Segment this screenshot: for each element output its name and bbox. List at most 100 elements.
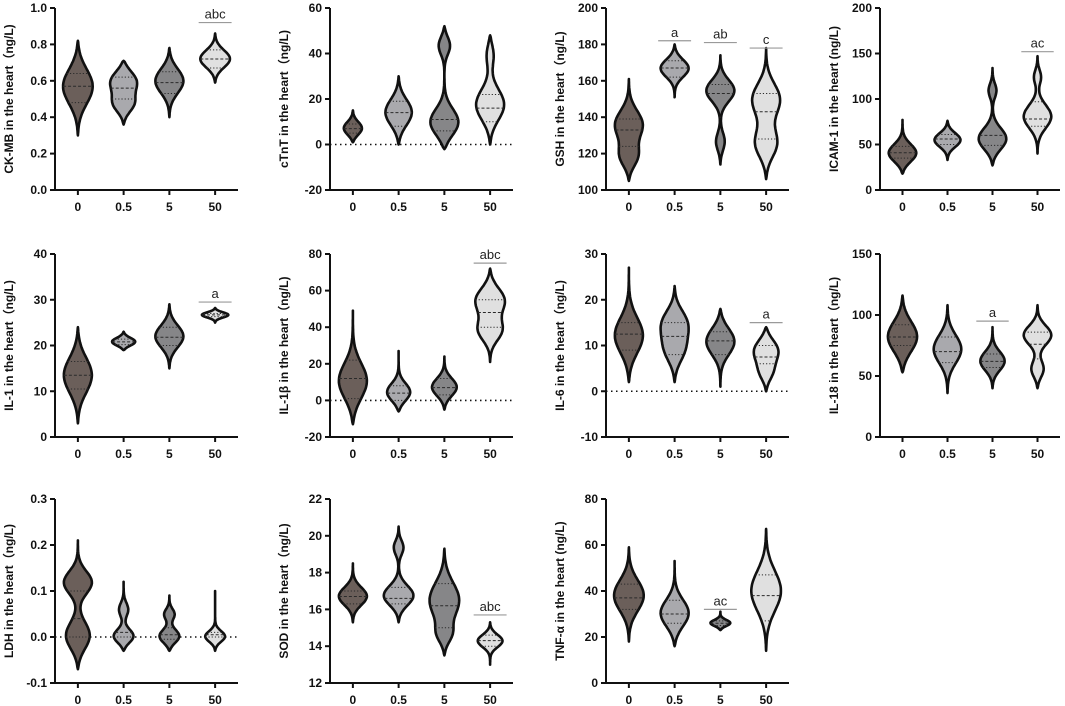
y-tick-label: 10 [585,339,599,353]
violin-5 [158,594,181,653]
significance-label: a [212,286,220,301]
violin-0 [612,545,646,643]
y-axis-title: GSH in the heart（ng/L) [552,31,567,166]
violin-50 [474,33,506,146]
y-tick-label: 0.4 [30,110,47,124]
chart-panel-7: -10 0 10 20 30 0 0.5 5 50 IL-6 in the heart（ng/L)… [552,247,789,461]
y-tick-label: 160 [578,74,598,88]
y-tick-label: 0.0 [30,183,47,197]
violin-50 [752,325,780,393]
chart-panel-6: -20 0 20 40 60 80 0 0.5 5 50 IL-1β in the heart（ng… [276,247,513,461]
violin-5 [154,302,185,370]
y-tick-label: 150 [852,247,872,261]
x-tick-label: 0.5 [939,447,956,461]
y-tick-label: 20 [309,529,323,543]
y-axis-title: ICAM-1 in the heart (ng/L) [827,26,841,172]
x-tick-label: 0.5 [666,447,683,461]
x-tick-label: 50 [208,200,222,214]
y-tick-label: 200 [578,1,598,15]
y-tick-label: 0.0 [30,630,47,644]
y-axis-title: IL-18 in the heart（ng/L) [826,277,841,414]
violin-0.5 [659,284,690,384]
significance-label: abc [480,247,501,262]
significance-label: abc [480,599,501,614]
x-tick-label: 0.5 [666,693,683,706]
y-tick-label: 50 [859,369,873,383]
x-tick-label: 50 [208,693,222,706]
significance-label: a [671,25,679,40]
significance-label: abc [205,7,226,22]
x-tick-label: 0 [626,200,633,214]
violin-0 [613,266,645,384]
x-tick-label: 0 [899,447,906,461]
violin-50 [476,620,504,666]
x-tick-label: 0.5 [115,200,132,214]
violin-0 [62,325,94,425]
y-tick-label: -10 [581,430,599,444]
x-tick-label: 0 [350,200,357,214]
x-tick-label: 5 [166,200,173,214]
x-tick-label: 5 [166,447,173,461]
chart-panel-4: 0 50 100 150 200 0 0.5 5 50 ICAM-1 in the heart (… [827,1,1060,214]
y-tick-label: 12 [309,676,323,690]
violin-0 [337,309,369,426]
y-tick-label: -20 [305,183,323,197]
violin-0 [61,39,94,137]
chart-panel-2: -20 0 20 40 60 0 0.5 5 50 cTnT in the heart（ng/L) [276,1,513,214]
x-tick-label: 0.5 [115,447,132,461]
y-tick-label: 80 [585,492,599,506]
violin-0.5 [110,330,137,352]
significance-label: ab [713,27,727,42]
significance-label: a [989,305,997,320]
chart-panel-8: 0 50 100 150 0 0.5 5 50 IL-18 in the heart（ng/L)… [826,247,1060,461]
violin-50 [750,46,782,181]
x-tick-label: 0 [75,447,82,461]
y-tick-label: 20 [34,339,48,353]
violin-0 [613,77,645,183]
y-tick-label: 80 [309,247,323,261]
y-tick-label: 0 [865,183,872,197]
y-axis-title: IL-6 in the heart（ng/L) [552,280,567,411]
x-tick-label: 50 [759,693,773,706]
x-tick-label: 0.5 [666,200,683,214]
chart-panel-10: 12 14 16 18 20 22 0 0.5 5 50 SOD in the heart（ng/L… [276,492,513,706]
y-tick-label: 14 [309,639,323,653]
y-tick-label: 140 [578,110,598,124]
chart-panel-1: 0.0 0.2 0.4 0.6 0.8 1.0 0 0.5 5 50 CK-MB in the he… [1,1,238,214]
x-tick-label: 0.5 [939,200,956,214]
violin-5 [705,53,736,166]
y-tick-label: 20 [309,92,323,106]
chart-panel-9: -0.1 0.0 0.1 0.2 0.3 0 0.5 5 50 LDH in the heart（… [1,492,238,706]
x-tick-label: 50 [1031,200,1045,214]
y-tick-label: 0 [315,138,322,152]
x-tick-label: 0 [75,200,82,214]
significance-label: c [763,32,770,47]
x-tick-label: 5 [441,693,448,706]
y-tick-label: 20 [585,293,599,307]
violin-5 [977,66,1008,167]
violin-5 [709,610,732,632]
violin-0.5 [385,349,412,413]
violin-0 [62,539,94,671]
y-tick-label: 1.0 [30,1,47,15]
x-tick-label: 0 [626,693,633,706]
violin-0.5 [112,580,135,653]
x-tick-label: 0 [899,200,906,214]
y-tick-label: 40 [585,584,599,598]
violin-0.5 [382,525,415,624]
x-tick-label: 5 [441,200,448,214]
violin-5 [705,307,736,389]
violin-0.5 [384,75,414,146]
x-tick-label: 50 [483,200,497,214]
x-tick-label: 5 [717,447,724,461]
violin-50 [1022,303,1053,390]
x-tick-label: 0 [626,447,633,461]
y-tick-label: 30 [585,247,599,261]
y-tick-label: 0.1 [30,584,47,598]
y-tick-label: 60 [309,1,323,15]
x-tick-label: 50 [759,447,773,461]
violin-50 [200,306,230,324]
x-tick-label: 0.5 [115,693,132,706]
y-tick-label: 30 [34,293,48,307]
